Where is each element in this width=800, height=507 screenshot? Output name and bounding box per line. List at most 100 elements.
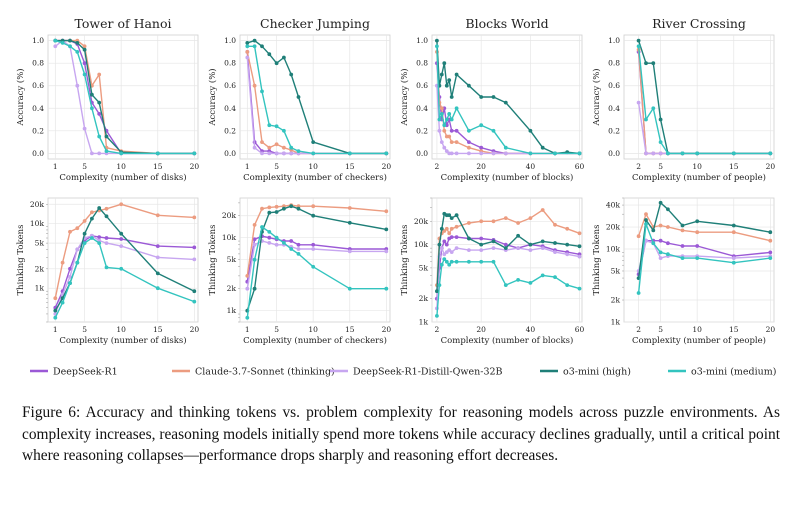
y-tick-label: 0.8 <box>32 59 44 68</box>
data-point <box>252 145 257 150</box>
data-point <box>479 248 484 253</box>
data-point <box>731 223 736 228</box>
chart-panel: 0.0 0.2 0.4 0.6 0.8 1.0 2 5 10 15 20 River Crossing… <box>591 16 775 183</box>
y-tick-label: 20k <box>414 217 429 226</box>
data-point <box>245 274 250 278</box>
data-point <box>491 128 496 133</box>
data-point <box>289 151 294 156</box>
data-point <box>666 252 670 257</box>
data-point <box>565 226 570 231</box>
data-point <box>260 225 264 229</box>
legend-item: o3-mini (high) <box>540 367 631 378</box>
data-point <box>644 222 648 226</box>
y-tick-label: 5k <box>227 255 237 264</box>
data-point <box>467 248 471 253</box>
data-point <box>97 241 102 246</box>
data-point <box>768 250 773 255</box>
data-point <box>454 259 459 264</box>
data-point <box>454 128 459 133</box>
data-point <box>245 55 250 60</box>
data-point <box>311 213 316 218</box>
data-point <box>311 151 316 156</box>
y-tick-label: 0.2 <box>608 126 620 135</box>
y-tick-label: 1k <box>35 284 45 293</box>
data-point <box>528 151 533 156</box>
data-point <box>68 275 72 279</box>
data-point <box>384 227 389 232</box>
data-point <box>442 128 447 133</box>
data-point <box>467 259 471 264</box>
data-point <box>267 145 272 150</box>
data-point <box>68 229 72 234</box>
data-point <box>731 151 736 156</box>
data-point <box>447 262 452 267</box>
x-tick-label: 40 <box>526 162 536 171</box>
data-point <box>192 299 197 304</box>
data-point <box>553 151 557 156</box>
data-point <box>252 38 257 43</box>
data-point <box>435 289 439 294</box>
data-point <box>82 61 87 66</box>
data-point <box>192 245 197 250</box>
data-point <box>119 202 124 207</box>
plot-area <box>431 34 583 160</box>
data-point <box>274 151 279 156</box>
y-axis-label: Thinking Tokens <box>592 225 602 296</box>
data-point <box>260 140 264 145</box>
data-point <box>75 260 80 265</box>
y-axis-label: Accuracy (%) <box>15 68 26 126</box>
data-point <box>577 231 582 236</box>
data-point <box>68 281 72 285</box>
data-point <box>252 257 257 262</box>
data-point <box>75 247 80 252</box>
data-point <box>577 151 582 156</box>
x-tick-label: 10 <box>308 325 318 334</box>
data-point <box>447 112 452 116</box>
data-point <box>245 50 250 54</box>
y-tick-label: 2k <box>35 264 45 273</box>
data-point <box>267 205 272 210</box>
data-point <box>311 204 316 209</box>
legend: DeepSeek-R1 Claude-3.7-Sonnet (thinking) D… <box>30 367 777 378</box>
data-point <box>491 239 496 244</box>
data-point <box>252 237 257 242</box>
data-point <box>467 236 471 241</box>
data-point <box>97 134 102 139</box>
data-point <box>658 256 663 260</box>
data-point <box>636 100 641 105</box>
x-axis-label: Complexity (number of people) <box>632 335 766 346</box>
x-tick-label: 5 <box>82 325 87 334</box>
data-point <box>644 212 648 217</box>
data-point <box>282 145 286 150</box>
data-point <box>454 246 459 251</box>
y-tick-label: 0.4 <box>32 104 44 113</box>
data-point <box>274 124 279 129</box>
data-point <box>636 234 641 239</box>
data-point <box>540 239 545 244</box>
data-point <box>503 145 508 150</box>
data-point <box>491 259 496 264</box>
x-tick-label: 1 <box>53 162 58 171</box>
y-tick-label: 1.0 <box>32 36 44 45</box>
data-point <box>528 242 533 247</box>
data-point <box>479 236 484 241</box>
data-point <box>267 123 272 128</box>
y-tick-label: 10k <box>222 233 237 242</box>
y-tick-label: 10k <box>30 219 45 228</box>
data-point <box>479 145 484 150</box>
x-tick-label: 15 <box>729 162 739 171</box>
data-point <box>90 106 94 111</box>
data-point <box>75 226 80 231</box>
data-point <box>454 140 459 145</box>
data-point <box>245 41 250 45</box>
data-point <box>444 149 449 154</box>
data-point <box>449 128 454 133</box>
data-point <box>82 126 87 131</box>
data-point <box>252 286 257 291</box>
x-tick-label: 2 <box>636 162 641 171</box>
data-point <box>666 241 670 246</box>
y-axis-label: Thinking Tokens <box>208 225 218 296</box>
data-point <box>644 218 648 222</box>
x-tick-label: 15 <box>345 325 355 334</box>
